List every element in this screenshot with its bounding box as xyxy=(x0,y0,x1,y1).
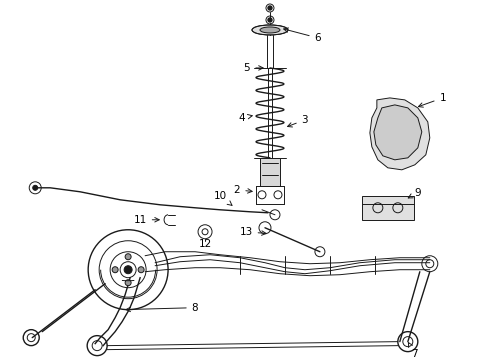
Text: 13: 13 xyxy=(240,227,266,237)
Text: 6: 6 xyxy=(284,28,321,43)
Circle shape xyxy=(112,267,118,273)
Circle shape xyxy=(125,280,131,286)
Text: 11: 11 xyxy=(133,215,159,225)
Circle shape xyxy=(268,6,272,10)
Text: 7: 7 xyxy=(408,343,418,359)
Text: 9: 9 xyxy=(408,188,421,198)
FancyBboxPatch shape xyxy=(260,158,280,186)
Polygon shape xyxy=(374,105,422,160)
Text: 8: 8 xyxy=(126,303,198,313)
Text: 10: 10 xyxy=(214,191,232,206)
Circle shape xyxy=(125,254,131,260)
Text: 12: 12 xyxy=(198,239,212,249)
Circle shape xyxy=(268,18,272,22)
Circle shape xyxy=(138,267,144,273)
FancyBboxPatch shape xyxy=(362,196,414,220)
Text: 5: 5 xyxy=(244,63,263,73)
Text: 4: 4 xyxy=(239,113,252,123)
Circle shape xyxy=(33,185,38,190)
Text: 2: 2 xyxy=(234,185,252,195)
Polygon shape xyxy=(370,98,430,170)
Text: 1: 1 xyxy=(418,93,446,107)
Text: 3: 3 xyxy=(288,115,308,127)
Ellipse shape xyxy=(260,27,280,33)
Circle shape xyxy=(124,266,132,274)
Ellipse shape xyxy=(252,25,288,35)
